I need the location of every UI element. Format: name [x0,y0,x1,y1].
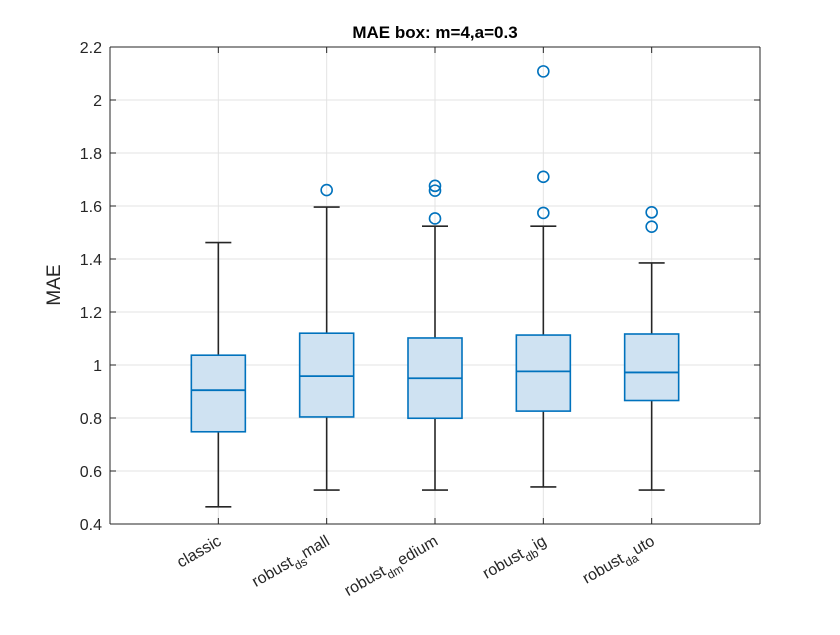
outlier-point [537,170,550,184]
y-tick-label: 0.4 [80,517,102,534]
outlier-point [645,206,658,219]
y-tick-label: 1.2 [80,305,102,322]
outlier-point [428,212,442,225]
y-tick-label: 2.2 [80,40,102,57]
y-tick-label: 2 [93,93,102,110]
box-group [515,65,572,488]
outlier-point [428,184,442,197]
x-tick-label-subscript: ds [292,554,310,572]
chart-title: MAE box: m=4,a=0.3 [352,23,517,42]
outlier-point [645,220,658,233]
box-group [407,179,463,491]
iqr-box [298,332,355,418]
outlier-point [537,206,550,220]
y-tick-label: 1.6 [80,199,102,216]
y-tick-label: 1.4 [80,252,102,269]
iqr-box [623,333,680,402]
y-tick-label: 1 [93,358,102,375]
y-axis-label: MAE [44,264,65,305]
outlier-point [320,183,333,197]
y-tick-label: 0.6 [80,464,102,481]
x-tick-label-subscript: db [522,546,541,565]
x-tick-label-subscript: da [622,551,641,570]
box-layer [190,65,680,508]
iqr-box [190,354,247,433]
box-group [190,241,247,508]
outlier-point [537,65,550,78]
outlier-point [428,179,442,193]
y-tick-label: 1.8 [80,146,102,163]
iqr-box [515,334,572,412]
box-group [298,183,355,491]
y-tick-label: 0.8 [80,411,102,428]
box-group [623,206,680,491]
